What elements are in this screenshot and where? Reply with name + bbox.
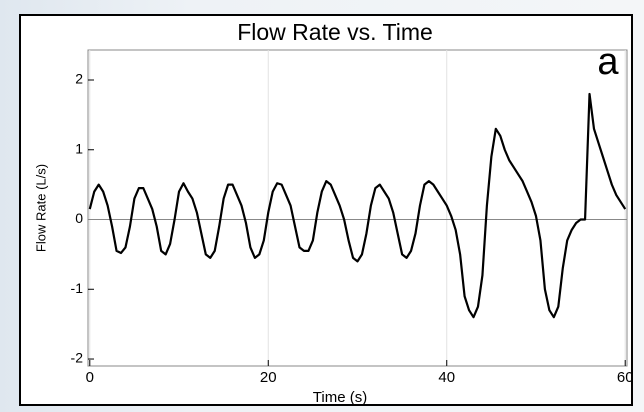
- y-tick-label: -1: [71, 280, 84, 296]
- chart-frame: [19, 14, 633, 406]
- chart-title: Flow Rate vs. Time: [237, 19, 433, 45]
- y-tick-label: 1: [75, 140, 83, 156]
- y-tick-label: -2: [71, 350, 84, 366]
- x-tick-label: 20: [260, 369, 277, 386]
- x-tick-label: 60: [617, 369, 634, 386]
- x-tick-label: 0: [86, 369, 94, 386]
- data-line: [88, 92, 627, 319]
- y-axis-label: Flow Rate (L/s): [33, 164, 48, 252]
- panel-label: a: [597, 41, 619, 83]
- x-tick-label: 40: [438, 369, 455, 386]
- plot-area: [87, 49, 628, 367]
- y-tick-label: 0: [75, 210, 83, 226]
- x-axis-label: Time (s): [313, 389, 367, 406]
- y-tick-label: 2: [75, 71, 83, 87]
